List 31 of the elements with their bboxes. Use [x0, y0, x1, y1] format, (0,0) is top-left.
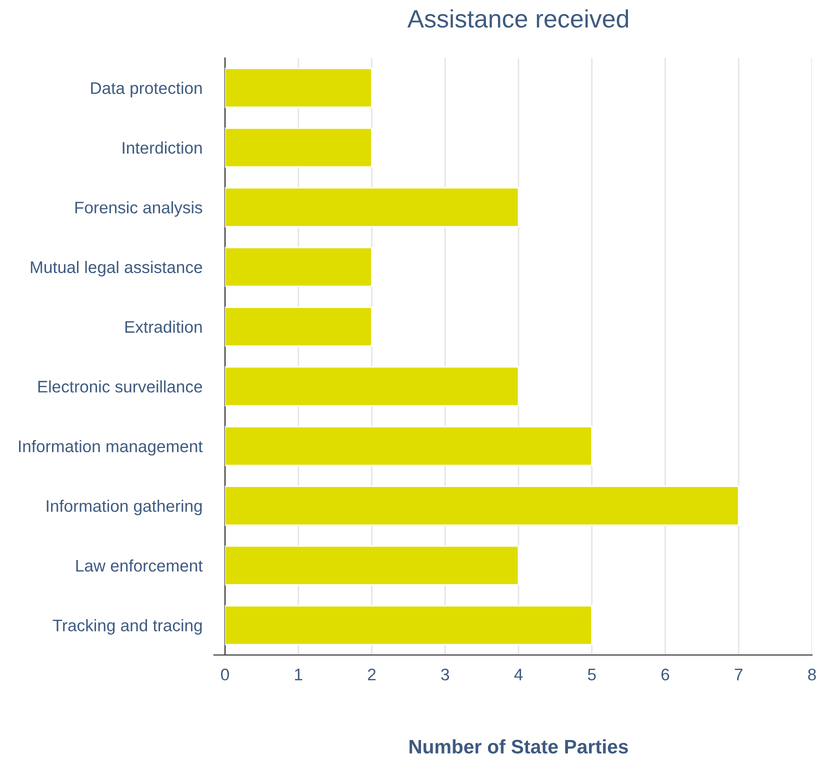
- bar: [225, 187, 520, 228]
- bar: [225, 545, 520, 586]
- y-tick-label: Information gathering: [46, 500, 202, 516]
- chart-title: Assistance received: [407, 9, 628, 28]
- x-tick-label: 6: [661, 668, 670, 680]
- bar: [225, 605, 593, 646]
- y-tick-label: Information management: [19, 440, 203, 456]
- y-tick-label: Interdiction: [122, 142, 202, 154]
- bar: [225, 486, 740, 526]
- y-tick-label: Tracking and tracing: [52, 619, 202, 635]
- y-tick-label: Data protection: [91, 82, 202, 98]
- bar: [225, 306, 372, 347]
- bar: [225, 246, 372, 288]
- bar: [225, 366, 520, 406]
- bar: [225, 127, 372, 168]
- x-tick-label: 1: [295, 668, 302, 680]
- x-tick-label: 7: [734, 668, 742, 680]
- x-axis-title: Number of State Parties: [410, 739, 628, 754]
- x-tick-label: 4: [514, 668, 523, 680]
- x-tick-label: 2: [368, 668, 376, 680]
- y-tick-label: Law enforcement: [76, 559, 203, 572]
- x-tick-label: 3: [441, 668, 450, 680]
- y-tick-label: Mutual legal assistance: [30, 260, 202, 276]
- y-tick-label: Electronic surveillance: [38, 380, 202, 393]
- x-tick-label: 8: [808, 668, 816, 680]
- bar: [225, 68, 372, 108]
- y-tick-label: Forensic analysis: [75, 201, 202, 217]
- x-tick-label: 5: [588, 668, 596, 680]
- bar: [225, 426, 593, 466]
- x-tick-label: 0: [221, 668, 229, 680]
- y-tick-label: Extradition: [125, 320, 202, 333]
